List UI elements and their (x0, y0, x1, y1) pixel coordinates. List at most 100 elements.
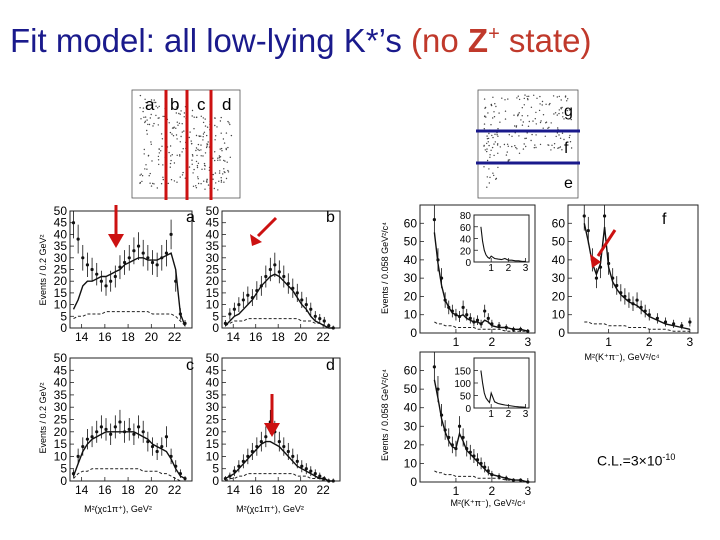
dalitz-left-dot-219 (198, 135, 200, 137)
panel-g-ytick-label-5: 50 (404, 382, 418, 396)
dalitz-left-dot-157 (167, 182, 169, 185)
panel-e-point-2 (439, 276, 444, 280)
dalitz-right-dot-171 (540, 120, 542, 122)
panel-e-point-20 (519, 327, 523, 331)
dalitz-right-dot-66 (518, 135, 520, 137)
panel-f-point-16 (647, 313, 651, 317)
dalitz-left-dot-115 (144, 116, 147, 118)
dalitz-left-dot-207 (189, 131, 191, 133)
dalitz-right-dot-41 (535, 134, 537, 136)
dalitz-right-dot-139 (559, 137, 562, 139)
panel-c-frame (69, 357, 193, 482)
dalitz-left-dot-264 (150, 113, 152, 116)
dalitz-left-dot-184 (206, 181, 208, 183)
dalitz-right-dot-138 (486, 176, 488, 178)
dalitz-left-dot-170 (203, 164, 206, 167)
panel-d-ytick-label-1: 5 (212, 462, 219, 476)
panel-e-point-1 (436, 258, 440, 262)
panel-f-point-13 (635, 298, 639, 302)
panel-d-ytick-label-8: 40 (206, 376, 220, 390)
panel-d-point-8 (259, 440, 263, 444)
dalitz-right-dot-158 (493, 111, 495, 113)
dalitz-left-dot-14 (223, 181, 225, 183)
dalitz-right-dot-130 (547, 127, 549, 129)
dalitz-left-dot-127 (160, 183, 163, 185)
panel-b-point-21 (318, 317, 322, 321)
dalitz-left-dot-296 (143, 148, 145, 151)
dalitz-left-dot-26 (200, 183, 202, 185)
panel-a-point-5 (95, 272, 99, 276)
panel-g-xtick-label-0: 1 (453, 484, 460, 498)
panel-d-ytick-label-10: 50 (206, 351, 220, 365)
dalitz-left-dot-255 (219, 156, 222, 158)
panel-b-point-8 (259, 284, 263, 288)
dalitz-right-dot-43 (558, 134, 560, 136)
dalitz-left-dot-210 (171, 127, 174, 129)
dalitz-left-dot-55 (202, 117, 204, 119)
panel-b-ytick-label-8: 40 (206, 227, 220, 241)
dalitz-right-dot-285 (562, 116, 564, 118)
panel-e-inset-ytick-label-4: 80 (460, 211, 472, 222)
dalitz-right-dot-119 (486, 150, 488, 153)
dalitz-right-dot-142 (508, 159, 511, 161)
dalitz-left-dot-276 (205, 146, 208, 149)
dalitz-right-dot-307 (561, 132, 564, 134)
dalitz-left-dot-308 (176, 154, 178, 156)
panel-a-point-7 (104, 284, 108, 288)
panel-f-xtick-label-1: 2 (646, 335, 653, 349)
dalitz-left-dot-57 (173, 180, 176, 182)
panel-a-xtick-label-2: 18 (121, 330, 135, 344)
dalitz-right-dot-204 (542, 127, 544, 129)
dalitz-left-dot-134 (191, 163, 193, 165)
panel-e-fit-curve (433, 232, 528, 332)
dalitz-left-dot-3 (169, 166, 171, 168)
panel-f-point-9 (619, 291, 623, 295)
dalitz-left-dot-41 (149, 172, 151, 175)
dalitz-left-dot-191 (227, 120, 229, 123)
dalitz-right-dot-306 (545, 103, 547, 106)
panel-d-point-18 (304, 467, 308, 471)
dalitz-right-dot-176 (548, 126, 550, 129)
dalitz-right-dot-12 (497, 128, 499, 130)
dalitz-left-dot-265 (179, 113, 181, 115)
dalitz-left-dot-62 (156, 187, 158, 189)
dalitz-left-dot-147 (197, 162, 200, 164)
title-part-2: all low-lying K*’s (154, 22, 412, 59)
dalitz-left-dot-224 (181, 123, 183, 125)
dalitz-left-dot-29 (172, 135, 175, 137)
y-axis-title-left-top: Events / 0.2 GeV² (38, 234, 48, 305)
dalitz-left-dot-63 (191, 159, 193, 161)
panel-g-point-10 (468, 450, 472, 454)
dalitz-right-dot-135 (486, 138, 489, 140)
dalitz-left-dot-235 (212, 173, 214, 176)
dalitz-left-dot-288 (197, 148, 199, 151)
dalitz-left-dot-280 (192, 185, 195, 187)
dalitz-right-dot-293 (497, 152, 499, 154)
panel-f-point-15 (643, 309, 647, 313)
panel-g-background-curve (434, 470, 528, 483)
dalitz-left-dot-243 (188, 166, 191, 168)
dalitz-left-dot-250 (168, 151, 170, 154)
dalitz-right-dot-23 (521, 115, 523, 117)
panel-f-ytick-label-2: 20 (552, 289, 566, 303)
dalitz-right-dot-8 (538, 109, 541, 112)
dalitz-left-dot-12 (224, 160, 226, 162)
dalitz-right-dot-193 (486, 135, 488, 137)
panel-c-point-5 (95, 430, 99, 434)
dalitz-right-dot-312 (545, 121, 548, 123)
dalitz-right-dot-115 (556, 132, 559, 134)
dalitz-right-dot-195 (492, 117, 494, 119)
panel-g-point-9 (465, 446, 469, 451)
dalitz-right-dot-272 (520, 119, 522, 121)
panel-b-ytick-label-4: 20 (206, 274, 220, 288)
dalitz-right-dot-32 (494, 103, 496, 105)
dalitz-right-dot-268 (569, 114, 572, 116)
dalitz-left-dot-293 (191, 154, 194, 156)
panel-g-inset-bg (474, 358, 529, 408)
dalitz-right-dot-303 (492, 172, 494, 174)
panel-a-ytick-label-7: 35 (54, 239, 68, 253)
arrow-b-shaft (256, 216, 278, 238)
panel-e-point-16 (490, 322, 494, 326)
dalitz-left-dot-316 (140, 173, 142, 175)
panel-a-label: a (186, 209, 195, 226)
